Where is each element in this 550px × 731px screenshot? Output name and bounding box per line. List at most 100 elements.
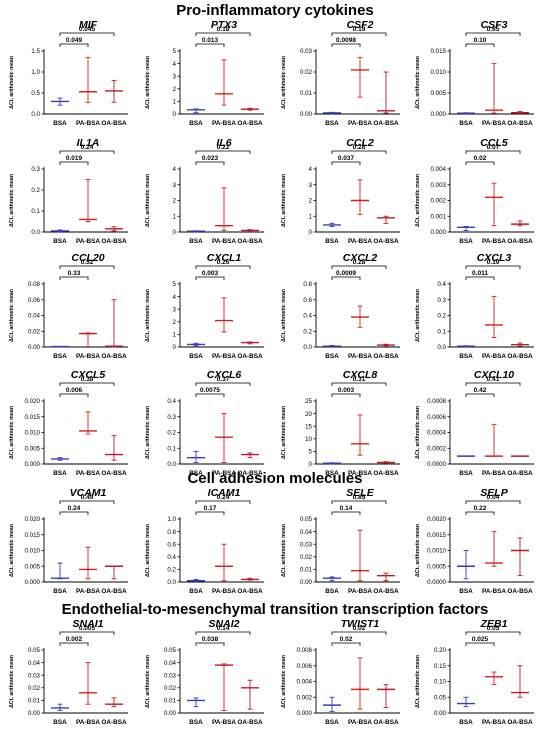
chart-cxcl2: CXCL2 ΔCt, arithmetic mean 0.0 0.2 0.4 0.6 0.8… — [281, 252, 400, 360]
y-tick-label: 0.0006 — [427, 414, 446, 421]
y-tick-label: 0.02 — [28, 685, 41, 692]
comparison-p-value: 0.85 — [353, 494, 366, 501]
x-tick-label: BSA — [189, 470, 203, 477]
chart-il1a: IL1A ΔCt, arithmetic mean 0.0 0.1 0.2 0.3 BSA P… — [9, 137, 128, 245]
chart-title: SELP — [480, 487, 508, 499]
chart-vcam1: VCAM1 ΔCt, arithmetic mean 0.000 0.005 0.010… — [9, 487, 128, 595]
comparison-p-value: 0.0009 — [336, 270, 356, 277]
x-tick-label: PA-BSA — [76, 353, 100, 360]
comparison-bracket — [59, 500, 115, 504]
y-tick-label: 0.2 — [303, 328, 312, 335]
chart-ccl5: CCL5 ΔCt, arithmetic mean 0.000 0.001 0.002 0… — [415, 137, 534, 245]
comparison-p-value: 0.65 — [487, 26, 500, 33]
y-tick-label: 0.020 — [25, 516, 41, 523]
y-tick-label: 5 — [173, 48, 177, 55]
y-tick-label: 0.05 — [28, 647, 41, 654]
x-tick-label: PA-BSA — [212, 353, 236, 360]
comparison-p-value: 0.023 — [202, 155, 219, 162]
y-tick-label: 0.02 — [28, 328, 41, 335]
comparison-p-value: 0.24 — [68, 505, 81, 512]
x-tick-label: BSA — [53, 120, 67, 127]
chart-title: IL6 — [216, 137, 231, 149]
y-tick-label: 0.8 — [303, 281, 312, 288]
x-tick-label: BSA — [189, 588, 203, 595]
y-axis-label: ΔCt, arithmetic mean — [145, 56, 151, 109]
comparison-bracket — [59, 642, 89, 646]
x-tick-label: BSA — [189, 238, 203, 245]
y-tick-label: 1.5 — [31, 48, 40, 55]
y-tick-label: 0.003 — [431, 182, 447, 189]
chart-cxcl10: CXCL10 ΔCt, arithmetic mean 0.0000 0.0002 0.… — [415, 369, 534, 477]
y-tick-label: 0.0004 — [427, 430, 446, 437]
y-tick-label: 3 — [173, 73, 177, 80]
x-tick-label: PA-BSA — [212, 588, 236, 595]
y-tick-label: 0 — [173, 111, 177, 118]
comparison-bracket — [331, 393, 361, 397]
y-axis-label: ΔCt, arithmetic mean — [145, 289, 151, 342]
x-tick-label: PA-BSA — [482, 353, 506, 360]
comparison-p-value: 0.037 — [338, 155, 355, 162]
x-tick-label: PA-BSA — [76, 719, 100, 726]
comparison-bracket — [331, 382, 387, 386]
y-axis-label: ΔCt, arithmetic mean — [281, 174, 287, 227]
x-tick-label: OA-BSA — [507, 588, 533, 595]
y-tick-label: 0.0015 — [427, 532, 446, 539]
y-tick-label: 2 — [173, 198, 177, 205]
y-tick-label: 0 — [309, 229, 313, 236]
comparison-bracket — [59, 631, 115, 635]
comparison-bracket — [465, 500, 521, 504]
section-title-cytokines: Pro-inflammatory cytokines — [176, 2, 374, 19]
comparison-bracket — [195, 393, 225, 397]
x-tick-label: OA-BSA — [101, 588, 127, 595]
chart-title: CXCL10 — [474, 369, 514, 381]
x-tick-label: BSA — [459, 238, 473, 245]
y-tick-label: 2 — [309, 198, 313, 205]
comparison-bracket — [59, 511, 89, 515]
y-tick-label: 0.3 — [167, 414, 176, 421]
chart-snai2: SNAI2 ΔCt, arithmetic mean 0.00 0.01 0.02 0.0… — [145, 618, 264, 726]
chart-csf3: CSF3 ΔCt, arithmetic mean 0.000 0.005 0.010 0… — [415, 19, 534, 127]
y-axis-label: ΔCt, arithmetic mean — [281, 406, 287, 459]
y-tick-label: 1.0 — [31, 69, 40, 76]
y-tick-label: 0.004 — [297, 679, 313, 686]
comparison-bracket — [465, 161, 495, 165]
y-tick-label: 0.01 — [300, 567, 313, 574]
y-axis-label: ΔCt, arithmetic mean — [281, 524, 287, 577]
y-tick-label: 0.15 — [434, 663, 447, 670]
x-tick-label: PA-BSA — [348, 470, 372, 477]
y-tick-label: 0.06 — [28, 297, 41, 304]
comparison-p-value: 0.0075 — [200, 387, 220, 394]
chart-title: ICAM1 — [208, 487, 241, 499]
y-tick-label: 0.0020 — [427, 516, 446, 523]
comparison-bracket — [465, 631, 521, 635]
y-tick-label: 0.02 — [164, 685, 177, 692]
y-tick-label: 0.04 — [28, 313, 41, 320]
chart-cxcl1: CXCL1 ΔCt, arithmetic mean 0 1 2 3 4 5 BSA PA-BSA… — [145, 252, 264, 360]
comparison-p-value: 0.02 — [353, 625, 366, 632]
chart-title: ZEB1 — [480, 618, 508, 630]
chart-title: SNAI2 — [209, 618, 240, 630]
x-tick-label: PA-BSA — [482, 470, 506, 477]
chart-title: CXCL2 — [343, 252, 378, 264]
comparison-p-value: 0.003 — [202, 270, 219, 277]
chart-cxcl6: CXCL6 ΔCt, arithmetic mean 0.0 0.1 0.2 0.3 0.4… — [145, 369, 264, 477]
y-tick-label: 0.04 — [300, 529, 313, 536]
y-tick-label: 0.0002 — [427, 445, 446, 452]
x-tick-label: BSA — [325, 238, 339, 245]
comparison-bracket — [195, 511, 225, 515]
y-tick-label: 0.01 — [300, 90, 313, 97]
y-axis-label: ΔCt, arithmetic mean — [9, 406, 15, 459]
x-tick-label: OA-BSA — [237, 588, 263, 595]
y-axis-label: ΔCt, arithmetic mean — [415, 56, 421, 109]
comparison-p-value: 0.49 — [81, 494, 94, 501]
comparison-bracket — [465, 511, 495, 515]
comparison-bracket — [331, 32, 387, 36]
y-tick-label: 0.05 — [300, 516, 313, 523]
y-tick-label: 0.000 — [25, 579, 41, 586]
comparison-bracket — [465, 32, 521, 36]
x-tick-label: OA-BSA — [373, 120, 399, 127]
chart-ccl20: CCL20 ΔCt, arithmetic mean 0.00 0.02 0.04 0.0… — [9, 252, 128, 360]
comparison-p-value: 0.31 — [353, 376, 366, 383]
y-tick-label: 0.4 — [167, 554, 176, 561]
x-tick-label: PA-BSA — [212, 719, 236, 726]
